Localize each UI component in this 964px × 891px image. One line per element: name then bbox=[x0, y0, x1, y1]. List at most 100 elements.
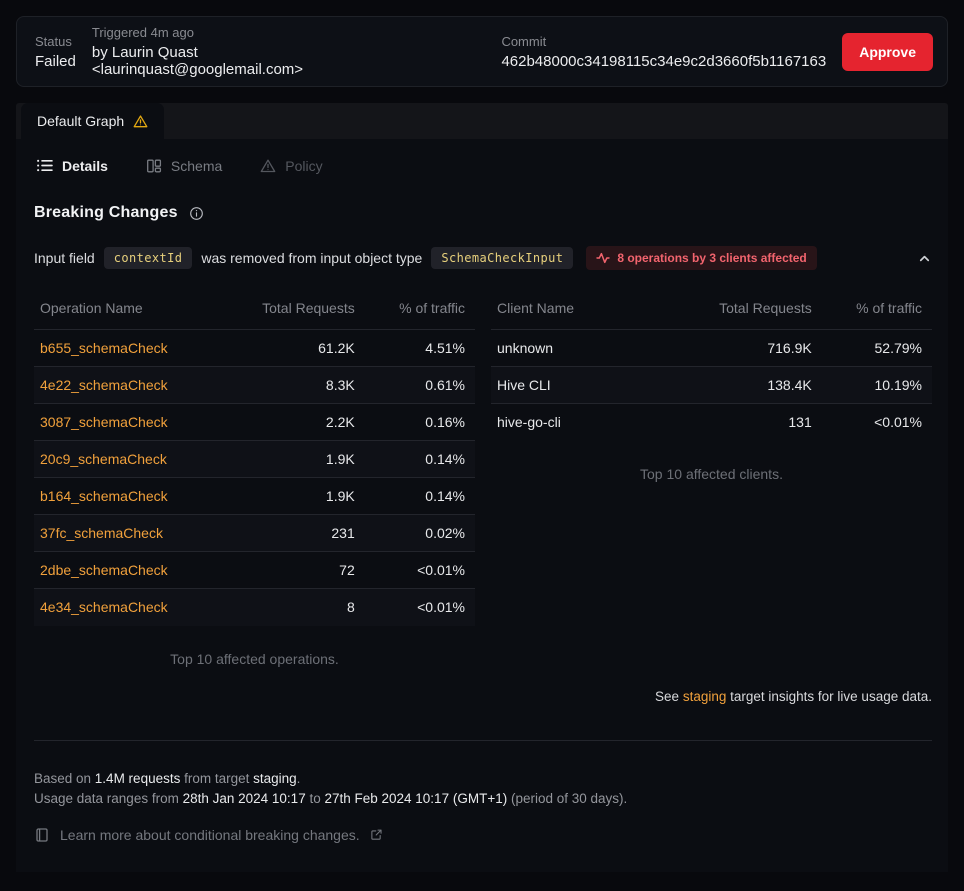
clients-column: Client Name Total Requests % of traffic … bbox=[491, 300, 932, 667]
operation-link[interactable]: 2dbe_schemaCheck bbox=[40, 562, 168, 578]
policy-icon bbox=[260, 158, 276, 174]
operations-header-requests: Total Requests bbox=[262, 300, 355, 316]
table-row: 2dbe_schemaCheck 72 <0.01% bbox=[34, 551, 475, 589]
clients-header-name: Client Name bbox=[497, 300, 575, 316]
client-name: unknown bbox=[497, 340, 554, 356]
operation-traffic: 0.16% bbox=[425, 414, 465, 430]
operations-header-traffic: % of traffic bbox=[399, 300, 465, 316]
page: { "header": { "status_label": "Status", … bbox=[0, 16, 964, 891]
operation-requests: 1.9K bbox=[325, 488, 355, 504]
tab-policy-label: Policy bbox=[285, 157, 323, 174]
breaking-changes-title: Breaking Changes bbox=[34, 204, 178, 221]
check-tabs: Details Schema Policy bbox=[34, 153, 932, 174]
table-row: b164_schemaCheck 1.9K 0.14% bbox=[34, 477, 475, 515]
table-row: 4e22_schemaCheck 8.3K 0.61% bbox=[34, 366, 475, 404]
learn-more-link[interactable]: Learn more about conditional breaking ch… bbox=[34, 825, 932, 845]
operation-requests: 231 bbox=[331, 525, 355, 541]
schema-icon bbox=[146, 158, 162, 174]
breaking-changes-header: Breaking Changes bbox=[34, 204, 932, 222]
operation-link[interactable]: 20c9_schemaCheck bbox=[40, 451, 167, 467]
clients-header-traffic: % of traffic bbox=[856, 300, 922, 316]
operation-traffic: <0.01% bbox=[417, 599, 465, 616]
insights-note-prefix: See bbox=[655, 688, 683, 704]
operation-link[interactable]: 4e22_schemaCheck bbox=[40, 377, 168, 393]
info-icon[interactable] bbox=[189, 206, 204, 221]
operation-requests: 72 bbox=[339, 562, 355, 578]
commit-value: 462b48000c34198115c34e9c2d3660f5b1167163 bbox=[501, 52, 827, 70]
operation-link[interactable]: 4e34_schemaCheck bbox=[40, 599, 168, 616]
staging-link[interactable]: staging bbox=[682, 688, 727, 704]
list-icon bbox=[36, 157, 53, 174]
tab-policy[interactable]: Policy bbox=[260, 157, 323, 174]
client-traffic: <0.01% bbox=[874, 414, 922, 431]
field-chip: contextId bbox=[103, 247, 193, 269]
operations-header-name: Operation Name bbox=[40, 300, 143, 316]
breaking-change-row[interactable]: Input field contextId was removed from i… bbox=[34, 246, 932, 270]
clients-caption: Top 10 affected clients. bbox=[640, 465, 783, 482]
table-row: 20c9_schemaCheck 1.9K 0.14% bbox=[34, 440, 475, 478]
operation-requests: 8.3K bbox=[325, 377, 355, 393]
client-requests: 131 bbox=[788, 414, 812, 431]
pulse-icon bbox=[596, 251, 611, 265]
graph-tab-label: Default Graph bbox=[37, 113, 125, 129]
clients-table: Client Name Total Requests % of traffic … bbox=[491, 300, 932, 441]
affected-badge: 8 operations by 3 clients affected bbox=[586, 246, 817, 270]
client-requests: 716.9K bbox=[767, 340, 812, 356]
learn-more-label: Learn more about conditional breaking ch… bbox=[60, 826, 360, 843]
usage-footer: Based on 1.4M requests from target stagi… bbox=[34, 769, 932, 845]
table-row: 37fc_schemaCheck 231 0.02% bbox=[34, 514, 475, 552]
table-row: hive-go-cli 131 <0.01% bbox=[491, 403, 932, 441]
main-panel: Details Schema Policy Breaking Changes I… bbox=[16, 139, 948, 872]
client-traffic: 52.79% bbox=[874, 340, 922, 356]
table-row: 3087_schemaCheck 2.2K 0.16% bbox=[34, 403, 475, 441]
triggered-block: Triggered 4m ago by Laurin Quast <laurin… bbox=[92, 25, 336, 78]
book-icon bbox=[34, 827, 50, 843]
tab-schema-label: Schema bbox=[170, 157, 223, 174]
operation-requests: 8 bbox=[346, 599, 355, 616]
footer-divider bbox=[34, 739, 932, 741]
operation-link[interactable]: b164_schemaCheck bbox=[40, 488, 168, 504]
tab-details[interactable]: Details bbox=[36, 157, 108, 174]
operation-link[interactable]: 3087_schemaCheck bbox=[40, 414, 168, 430]
operation-link[interactable]: 37fc_schemaCheck bbox=[40, 525, 163, 541]
status-block: Status Failed bbox=[35, 34, 76, 70]
clients-header-requests: Total Requests bbox=[719, 300, 812, 316]
affected-badge-label: 8 operations by 3 clients affected bbox=[617, 251, 807, 265]
external-link-icon bbox=[370, 828, 383, 841]
operation-traffic: 0.61% bbox=[425, 377, 465, 393]
warning-icon bbox=[133, 114, 148, 129]
client-traffic: 10.19% bbox=[874, 377, 922, 393]
usage-summary-line: Based on 1.4M requests from target stagi… bbox=[34, 770, 301, 786]
operation-requests: 1.9K bbox=[325, 451, 355, 467]
operations-table: Operation Name Total Requests % of traff… bbox=[34, 300, 475, 626]
table-row: 4e34_schemaCheck 8 <0.01% bbox=[34, 588, 475, 626]
insights-note: See staging target insights for live usa… bbox=[34, 689, 932, 704]
graph-tab-bar: Default Graph bbox=[16, 103, 948, 139]
change-text-middle: was removed from input object type bbox=[201, 250, 423, 266]
operation-traffic: 4.51% bbox=[425, 340, 465, 356]
tab-details-label: Details bbox=[62, 157, 108, 174]
usage-range-line: Usage data ranges from 28th Jan 2024 10:… bbox=[34, 790, 628, 806]
table-row: unknown 716.9K 52.79% bbox=[491, 329, 932, 367]
insights-note-suffix: target insights for live usage data. bbox=[726, 688, 932, 704]
tab-schema[interactable]: Schema bbox=[146, 158, 222, 174]
commit-label: Commit bbox=[501, 33, 547, 49]
affected-tables: Operation Name Total Requests % of traff… bbox=[34, 300, 932, 667]
status-value: Failed bbox=[35, 52, 76, 70]
operations-column: Operation Name Total Requests % of traff… bbox=[34, 300, 475, 667]
client-name: Hive CLI bbox=[497, 377, 551, 393]
client-requests: 138.4K bbox=[767, 377, 812, 393]
triggered-by: by Laurin Quast <laurinquast@googlemail.… bbox=[91, 44, 304, 78]
check-header-card: Status Failed Triggered 4m ago by Laurin… bbox=[16, 16, 948, 87]
table-row: b655_schemaCheck 61.2K 4.51% bbox=[34, 329, 475, 367]
status-label: Status bbox=[35, 33, 72, 49]
commit-block: Commit 462b48000c34198115c34e9c2d3660f5b… bbox=[501, 34, 826, 70]
approve-button[interactable]: Approve bbox=[842, 32, 933, 71]
chevron-up-icon[interactable] bbox=[917, 251, 932, 266]
operation-link[interactable]: b655_schemaCheck bbox=[40, 340, 168, 356]
triggered-label: Triggered 4m ago bbox=[91, 25, 194, 40]
operation-traffic: <0.01% bbox=[417, 562, 465, 578]
operation-traffic: 0.14% bbox=[425, 451, 465, 467]
tab-default-graph[interactable]: Default Graph bbox=[21, 103, 165, 139]
type-chip: SchemaCheckInput bbox=[431, 247, 574, 269]
